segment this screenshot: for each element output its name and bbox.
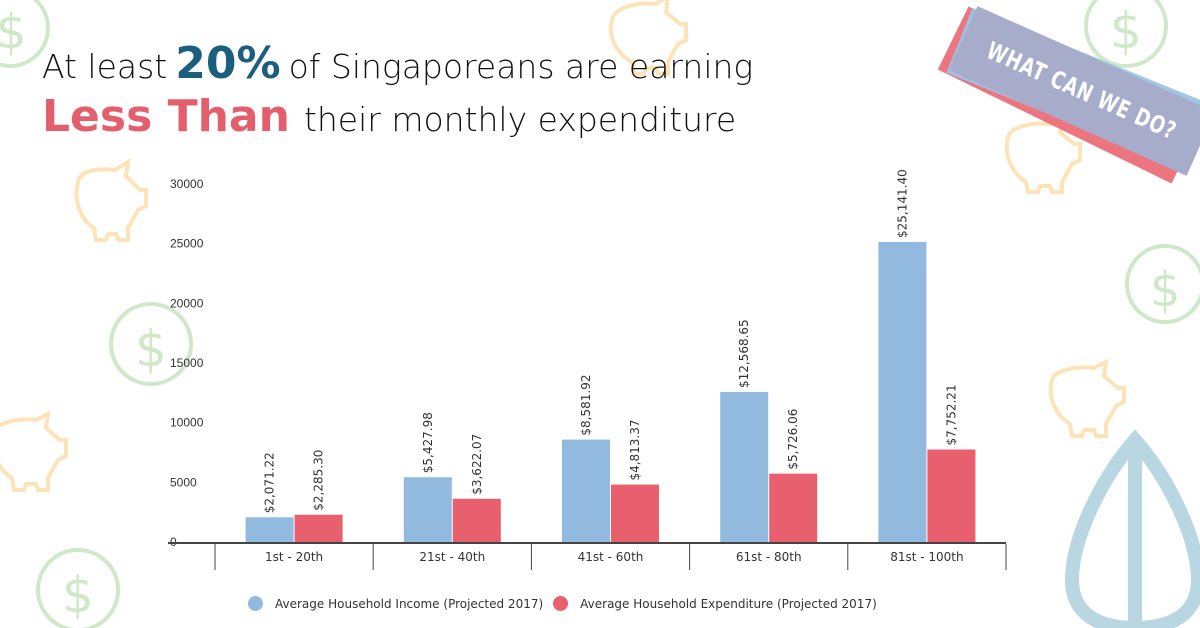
svg-text:$: $: [135, 320, 167, 378]
headline-line-2: Less Than their monthly expenditure: [42, 91, 753, 142]
y-tick-label: 5000: [170, 475, 197, 489]
svg-text:$: $: [1150, 262, 1181, 318]
svg-text:$: $: [0, 4, 27, 60]
y-tick-label: 30000: [170, 177, 204, 191]
income-bar: [403, 477, 452, 542]
x-tick-label: 61st - 80th: [736, 550, 802, 564]
headline-line2-suffix: their monthly expenditure: [303, 100, 737, 139]
data-label: $2,285.30: [312, 450, 326, 511]
svg-text:$: $: [62, 566, 94, 624]
y-tick-label: 15000: [170, 356, 204, 370]
x-tick-label: 1st - 20th: [265, 550, 323, 564]
dollar-coin-icon: $: [36, 548, 120, 628]
legend-expenditure-swatch: [553, 596, 569, 611]
piggy-bank-icon: [1004, 114, 1082, 194]
income-bar: [878, 241, 927, 542]
x-tick-label: 21st - 40th: [419, 550, 485, 564]
data-label: $7,752.21: [944, 384, 958, 445]
income-bar: [245, 517, 294, 542]
piggy-bank-icon: [74, 158, 148, 242]
piggy-bank-icon: [1048, 358, 1126, 438]
expenditure-bar: [927, 449, 976, 542]
leaf-logo-icon: [1064, 429, 1200, 628]
legend-income-label: Average Household Income (Projected 2017…: [275, 596, 544, 611]
headline-less-than: Less Than: [42, 91, 290, 142]
income-bar: [720, 392, 769, 542]
y-tick-label: 10000: [170, 416, 204, 430]
data-label: $8,581.92: [579, 375, 593, 436]
chart-legend: Average Household Income (Projected 2017…: [248, 596, 887, 611]
headline: At least 20% of Singaporeans are earning L…: [42, 38, 753, 142]
legend-income-swatch: [248, 596, 263, 611]
dollar-coin-icon: $: [1084, 0, 1168, 68]
dollar-coin-icon: $: [1125, 244, 1200, 324]
data-label: $5,726.06: [786, 409, 800, 470]
headline-suffix: of Singaporeans are earning: [288, 47, 754, 86]
expenditure-bar: [452, 498, 501, 542]
expenditure-bar: [611, 484, 659, 542]
y-tick-label: 20000: [170, 296, 204, 310]
banner-label: WHAT CAN WE DO?: [982, 36, 1182, 146]
what-can-we-do-banner[interactable]: WHAT CAN WE DO?: [937, 6, 1200, 184]
legend-item-income: Average Household Income (Projected 2017…: [248, 596, 543, 611]
headline-prefix: At least: [42, 47, 168, 86]
headline-percent: 20%: [175, 38, 281, 89]
dollar-coin-icon: $: [109, 302, 193, 386]
piggy-bank-icon: [0, 410, 68, 492]
income-bar: [562, 439, 610, 542]
y-tick-label: 25000: [170, 237, 204, 251]
legend-item-expenditure: Average Household Expenditure (Projected…: [553, 596, 877, 611]
data-label: $12,568.65: [737, 319, 751, 388]
data-label: $4,813.37: [628, 419, 642, 480]
expenditure-bar: [769, 473, 818, 542]
data-label: $5,427.98: [421, 412, 435, 473]
dollar-coin-icon: $: [0, 0, 50, 68]
svg-text:$: $: [1110, 2, 1142, 60]
x-tick-label: 41st - 60th: [578, 550, 644, 564]
data-label: $3,622.07: [470, 434, 484, 495]
data-label: $2,071.22: [263, 452, 277, 513]
x-tick-label: 81st - 100th: [890, 550, 963, 564]
data-label: $25,141.40: [895, 169, 909, 238]
expenditure-bar: [294, 514, 343, 542]
headline-line-1: At least 20% of Singaporeans are earning: [42, 38, 753, 89]
legend-expenditure-label: Average Household Expenditure (Projected…: [580, 596, 877, 611]
piggy-bank-icon: [608, 0, 688, 76]
